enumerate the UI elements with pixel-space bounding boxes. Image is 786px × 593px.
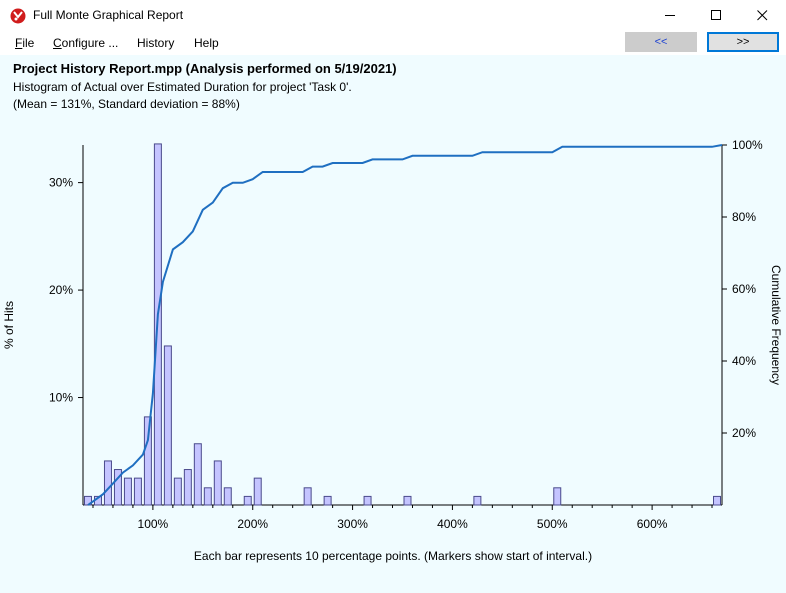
report-title: Project History Report.mpp (Analysis per…: [13, 61, 397, 76]
y2-tick-label: 80%: [732, 210, 756, 224]
histogram-bar: [253, 477, 262, 506]
histogram-bar: [213, 460, 222, 506]
histogram-bar: [133, 477, 142, 506]
histogram-bar: [403, 495, 412, 506]
histogram-bar: [363, 495, 372, 506]
histogram-bar: [303, 487, 312, 506]
menu-file-accelerator: F: [15, 36, 23, 50]
histogram-bar: [203, 487, 212, 506]
histogram-chart: 100% 200% 300% 400% 500% 600% 10% 20% 30% 20% 40% 6…: [2, 138, 783, 531]
minimize-icon: [665, 15, 675, 16]
x-tick-label: 500%: [537, 517, 568, 531]
menu-configure-label: onfigure ...: [61, 36, 119, 50]
histogram-bar: [84, 495, 92, 506]
window-title: Full Monte Graphical Report: [33, 8, 184, 22]
menu-file[interactable]: File: [15, 36, 34, 50]
menu-file-label: ile: [22, 36, 35, 50]
y2-tick-label: 40%: [732, 354, 756, 368]
menu-configure[interactable]: Configure ...: [53, 36, 118, 50]
y-axis-title: % of Hits: [2, 301, 16, 349]
histogram-bar: [243, 495, 252, 506]
chart-footnote: Each bar represents 10 percentage points…: [193, 549, 593, 563]
histogram-bar: [123, 477, 132, 506]
x-tick-label: 400%: [437, 517, 468, 531]
histogram-bar: [143, 416, 152, 506]
maximize-icon: [711, 10, 721, 20]
y2-tick-label: 100%: [732, 138, 763, 152]
menu-configure-accelerator: C: [53, 36, 62, 50]
histogram-bar: [183, 469, 192, 506]
histogram-bar: [473, 495, 482, 506]
next-report-button[interactable]: >>: [707, 32, 779, 52]
x-tick-label: 100%: [138, 517, 169, 531]
close-icon: [757, 10, 768, 21]
previous-report-button[interactable]: <<: [625, 32, 697, 52]
histogram-bar: [323, 495, 332, 506]
histogram-bar: [223, 487, 232, 506]
histogram-bar: [173, 477, 182, 506]
histogram-bar: [103, 460, 112, 506]
report-subtitle: Histogram of Actual over Estimated Durat…: [13, 80, 352, 94]
menu-help[interactable]: Help: [194, 36, 219, 50]
histogram-bar: [163, 345, 172, 506]
report-statistics: (Mean = 131%, Standard deviation = 88%): [13, 97, 240, 111]
cumulative-frequency-line: [87, 144, 723, 506]
histogram-bar: [113, 469, 122, 506]
histogram-bar: [553, 487, 562, 506]
x-tick-label: 200%: [237, 517, 268, 531]
y2-tick-label: 20%: [732, 426, 756, 440]
close-button[interactable]: [740, 0, 786, 31]
maximize-button[interactable]: [694, 0, 740, 31]
menu-history[interactable]: History: [137, 36, 175, 50]
y2-axis-title: Cumulative Frequency: [769, 265, 783, 385]
y-tick-label: 10%: [49, 391, 73, 405]
y-tick-label: 20%: [49, 283, 73, 297]
x-tick-label: 600%: [637, 517, 668, 531]
full-monte-logo-icon: [10, 8, 26, 24]
y-tick-label: 30%: [49, 176, 73, 190]
y2-tick-label: 60%: [732, 282, 756, 296]
minimize-button[interactable]: [648, 0, 694, 31]
title-bar: Full Monte Graphical Report: [0, 0, 786, 31]
histogram-bar: [713, 495, 721, 506]
x-tick-label: 300%: [337, 517, 368, 531]
histogram-bar: [193, 443, 202, 506]
